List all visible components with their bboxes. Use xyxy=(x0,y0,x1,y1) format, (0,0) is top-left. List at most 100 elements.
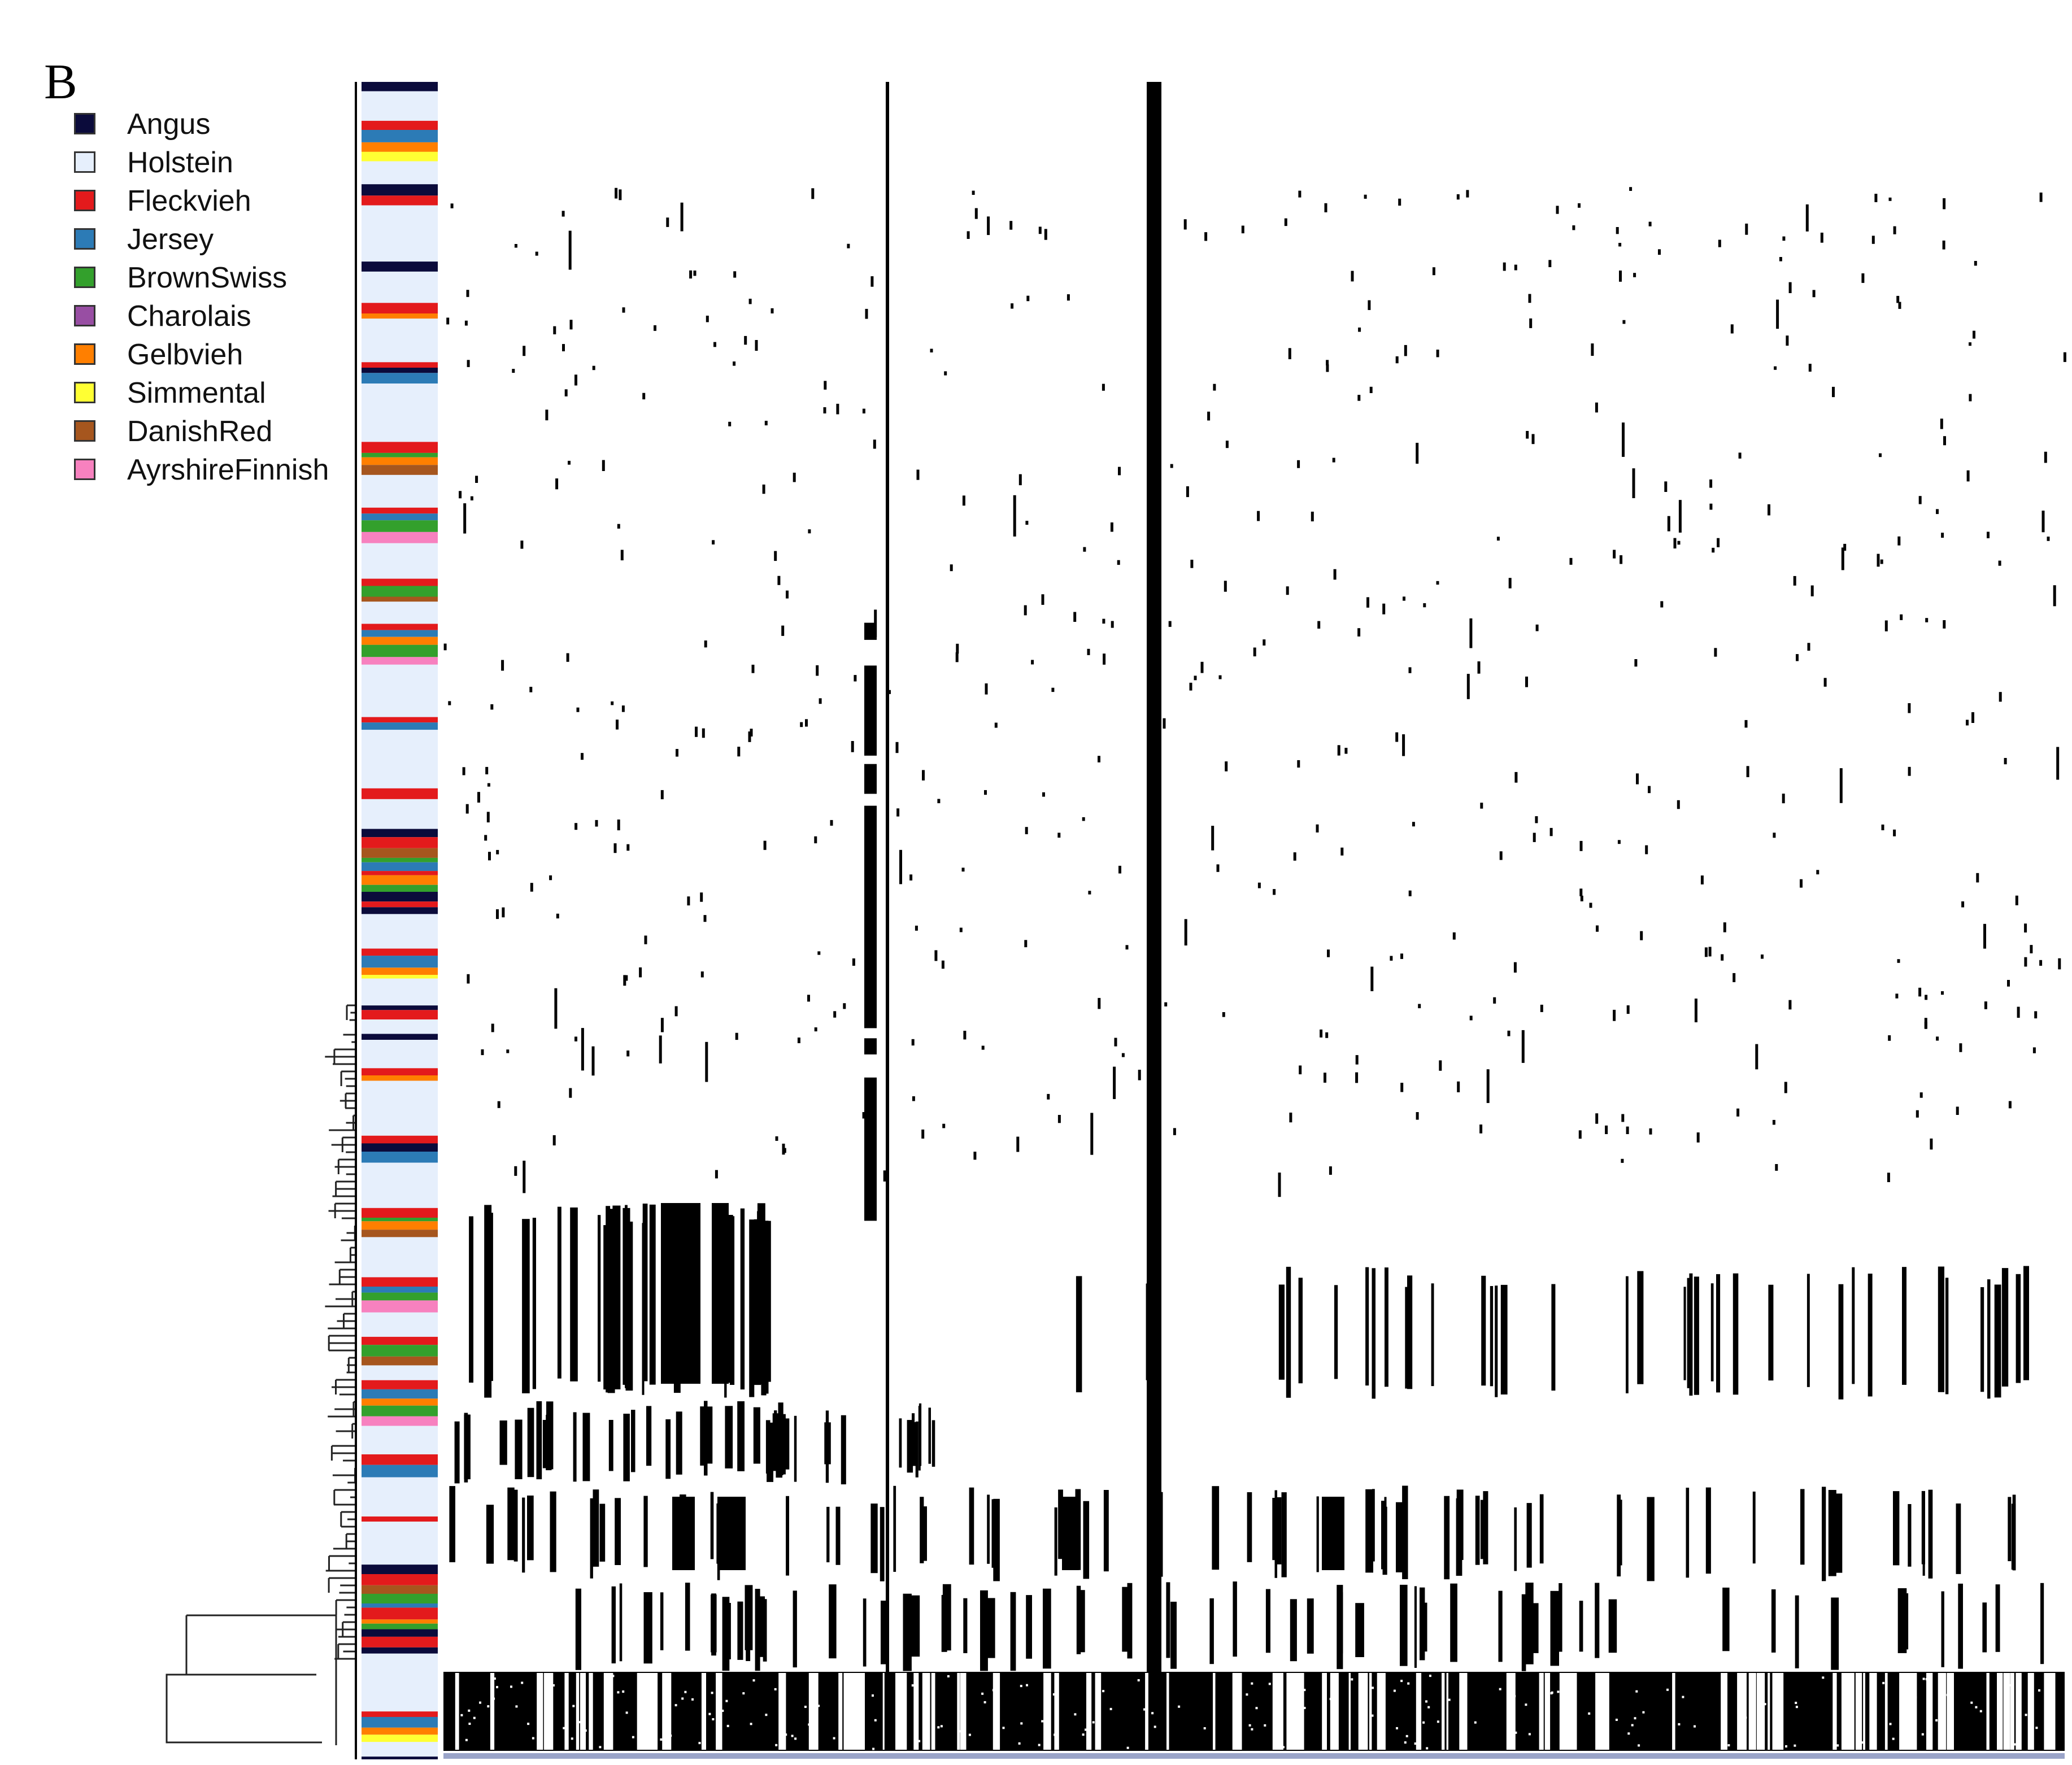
matrix-speck xyxy=(1560,1690,1563,1692)
matrix-cell xyxy=(733,271,737,278)
legend-swatch xyxy=(74,113,95,134)
matrix-cell xyxy=(1712,547,1715,553)
matrix-cell xyxy=(1011,303,1014,309)
matrix-cell xyxy=(2008,1101,2012,1109)
matrix-block xyxy=(712,1203,729,1384)
matrix-stripe xyxy=(1595,1583,1600,1658)
matrix-cell xyxy=(1173,1128,1176,1135)
matrix-speck xyxy=(765,1714,768,1716)
matrix-stripe xyxy=(1550,1590,1559,1666)
sidebar-stripe-angus xyxy=(362,1629,438,1637)
matrix-stripe xyxy=(2040,1583,2044,1664)
matrix-gap xyxy=(1054,1673,1059,1750)
matrix-cell xyxy=(1636,773,1639,785)
matrix-cell xyxy=(1286,586,1289,595)
matrix-gap xyxy=(1544,1673,1549,1750)
matrix-cell xyxy=(1042,792,1045,797)
matrix-gap xyxy=(1997,1673,2003,1750)
matrix-stripe xyxy=(993,1498,1000,1581)
matrix-stripe xyxy=(1480,1500,1486,1559)
matrix-cell xyxy=(1418,1004,1421,1009)
sidebar-stripe-fleckvieh xyxy=(362,1607,438,1620)
matrix-cell xyxy=(448,701,451,705)
matrix-cell xyxy=(1888,197,1892,201)
matrix-cell xyxy=(1893,829,1896,836)
sidebar-stripe-gelbvieh xyxy=(362,1727,438,1735)
matrix-stripe xyxy=(826,1506,830,1563)
matrix-cell xyxy=(1390,956,1393,961)
matrix-speck xyxy=(983,1701,986,1703)
matrix-cell xyxy=(1998,560,2001,566)
matrix-gap xyxy=(778,1673,786,1750)
matrix-speck xyxy=(2008,1684,2011,1686)
matrix-stripe xyxy=(1490,1286,1494,1387)
sidebar-stripe-jersey xyxy=(362,722,438,730)
matrix-cell xyxy=(830,820,833,826)
matrix-stripe xyxy=(1495,1285,1498,1397)
sidebar-stripe-fleckvieh xyxy=(362,1068,438,1075)
matrix-cell xyxy=(660,1018,664,1032)
matrix-gap xyxy=(1986,1673,1990,1750)
sidebar-stripe-holstein xyxy=(362,161,438,185)
matrix-cell xyxy=(1333,569,1337,580)
matrix-cell xyxy=(592,365,595,371)
matrix-cell xyxy=(805,719,808,727)
sidebar-stripe-brownswiss xyxy=(362,586,438,597)
matrix-cell xyxy=(1810,585,1814,596)
matrix-cell xyxy=(514,1166,517,1176)
matrix-cell xyxy=(689,270,693,279)
matrix-stripe xyxy=(1372,1489,1375,1562)
matrix-stripe xyxy=(619,1583,623,1662)
matrix-stripe xyxy=(921,1506,927,1561)
matrix-cell xyxy=(899,849,902,884)
matrix-cell xyxy=(814,1027,817,1032)
matrix-cell xyxy=(854,675,857,682)
matrix-cell xyxy=(1025,827,1028,834)
matrix-speck xyxy=(2038,1689,2040,1692)
matrix-speck xyxy=(691,1698,694,1701)
matrix-speck xyxy=(571,1737,573,1740)
matrix-cell xyxy=(1983,923,1986,949)
matrix-speck xyxy=(1572,1696,1574,1699)
matrix-speck xyxy=(1914,1696,1917,1699)
matrix-cell xyxy=(934,950,938,961)
matrix-cell xyxy=(950,564,953,572)
matrix-cell xyxy=(1412,822,1415,827)
matrix-stripe xyxy=(1420,1587,1425,1661)
sidebar-stripe-angus xyxy=(362,1005,438,1010)
matrix-cell xyxy=(1038,226,1042,234)
matrix-cell xyxy=(1723,922,1726,932)
matrix-gap xyxy=(1088,1673,1092,1750)
matrix-cell xyxy=(2015,895,2018,905)
matrix-stripe xyxy=(1852,1267,1855,1384)
matrix-cell xyxy=(1466,190,1469,198)
matrix-stripe xyxy=(546,1414,552,1471)
matrix-speck xyxy=(1096,1687,1099,1690)
sidebar-stripe-holstein xyxy=(362,1312,438,1337)
matrix-speck xyxy=(1694,1725,1696,1728)
matrix-speck xyxy=(1570,1737,1573,1740)
matrix-cell xyxy=(1621,1158,1624,1163)
sidebar-stripe-holstein xyxy=(362,914,438,949)
matrix-cell xyxy=(642,393,646,400)
matrix-speck xyxy=(911,1684,914,1687)
matrix-cell xyxy=(462,767,465,775)
matrix-cell xyxy=(1704,947,1708,957)
matrix-speck xyxy=(726,1724,729,1727)
matrix-gap xyxy=(1442,1673,1445,1750)
matrix-cell xyxy=(676,749,678,757)
matrix-cell xyxy=(777,576,781,585)
matrix-stripe xyxy=(881,1601,887,1664)
matrix-cell xyxy=(1874,194,1878,202)
matrix-gap xyxy=(1947,1673,1954,1750)
matrix-cell xyxy=(1893,226,1896,234)
matrix-speck xyxy=(1082,1733,1085,1736)
matrix-cell xyxy=(1782,236,1786,241)
matrix-speck xyxy=(1927,1733,1930,1736)
sidebar-stripe-holstein xyxy=(362,1080,438,1136)
matrix-gap xyxy=(1086,1673,1090,1750)
matrix-stripe xyxy=(1514,1507,1517,1571)
matrix-cell xyxy=(1289,1112,1292,1123)
matrix-stripe xyxy=(1686,1488,1690,1578)
